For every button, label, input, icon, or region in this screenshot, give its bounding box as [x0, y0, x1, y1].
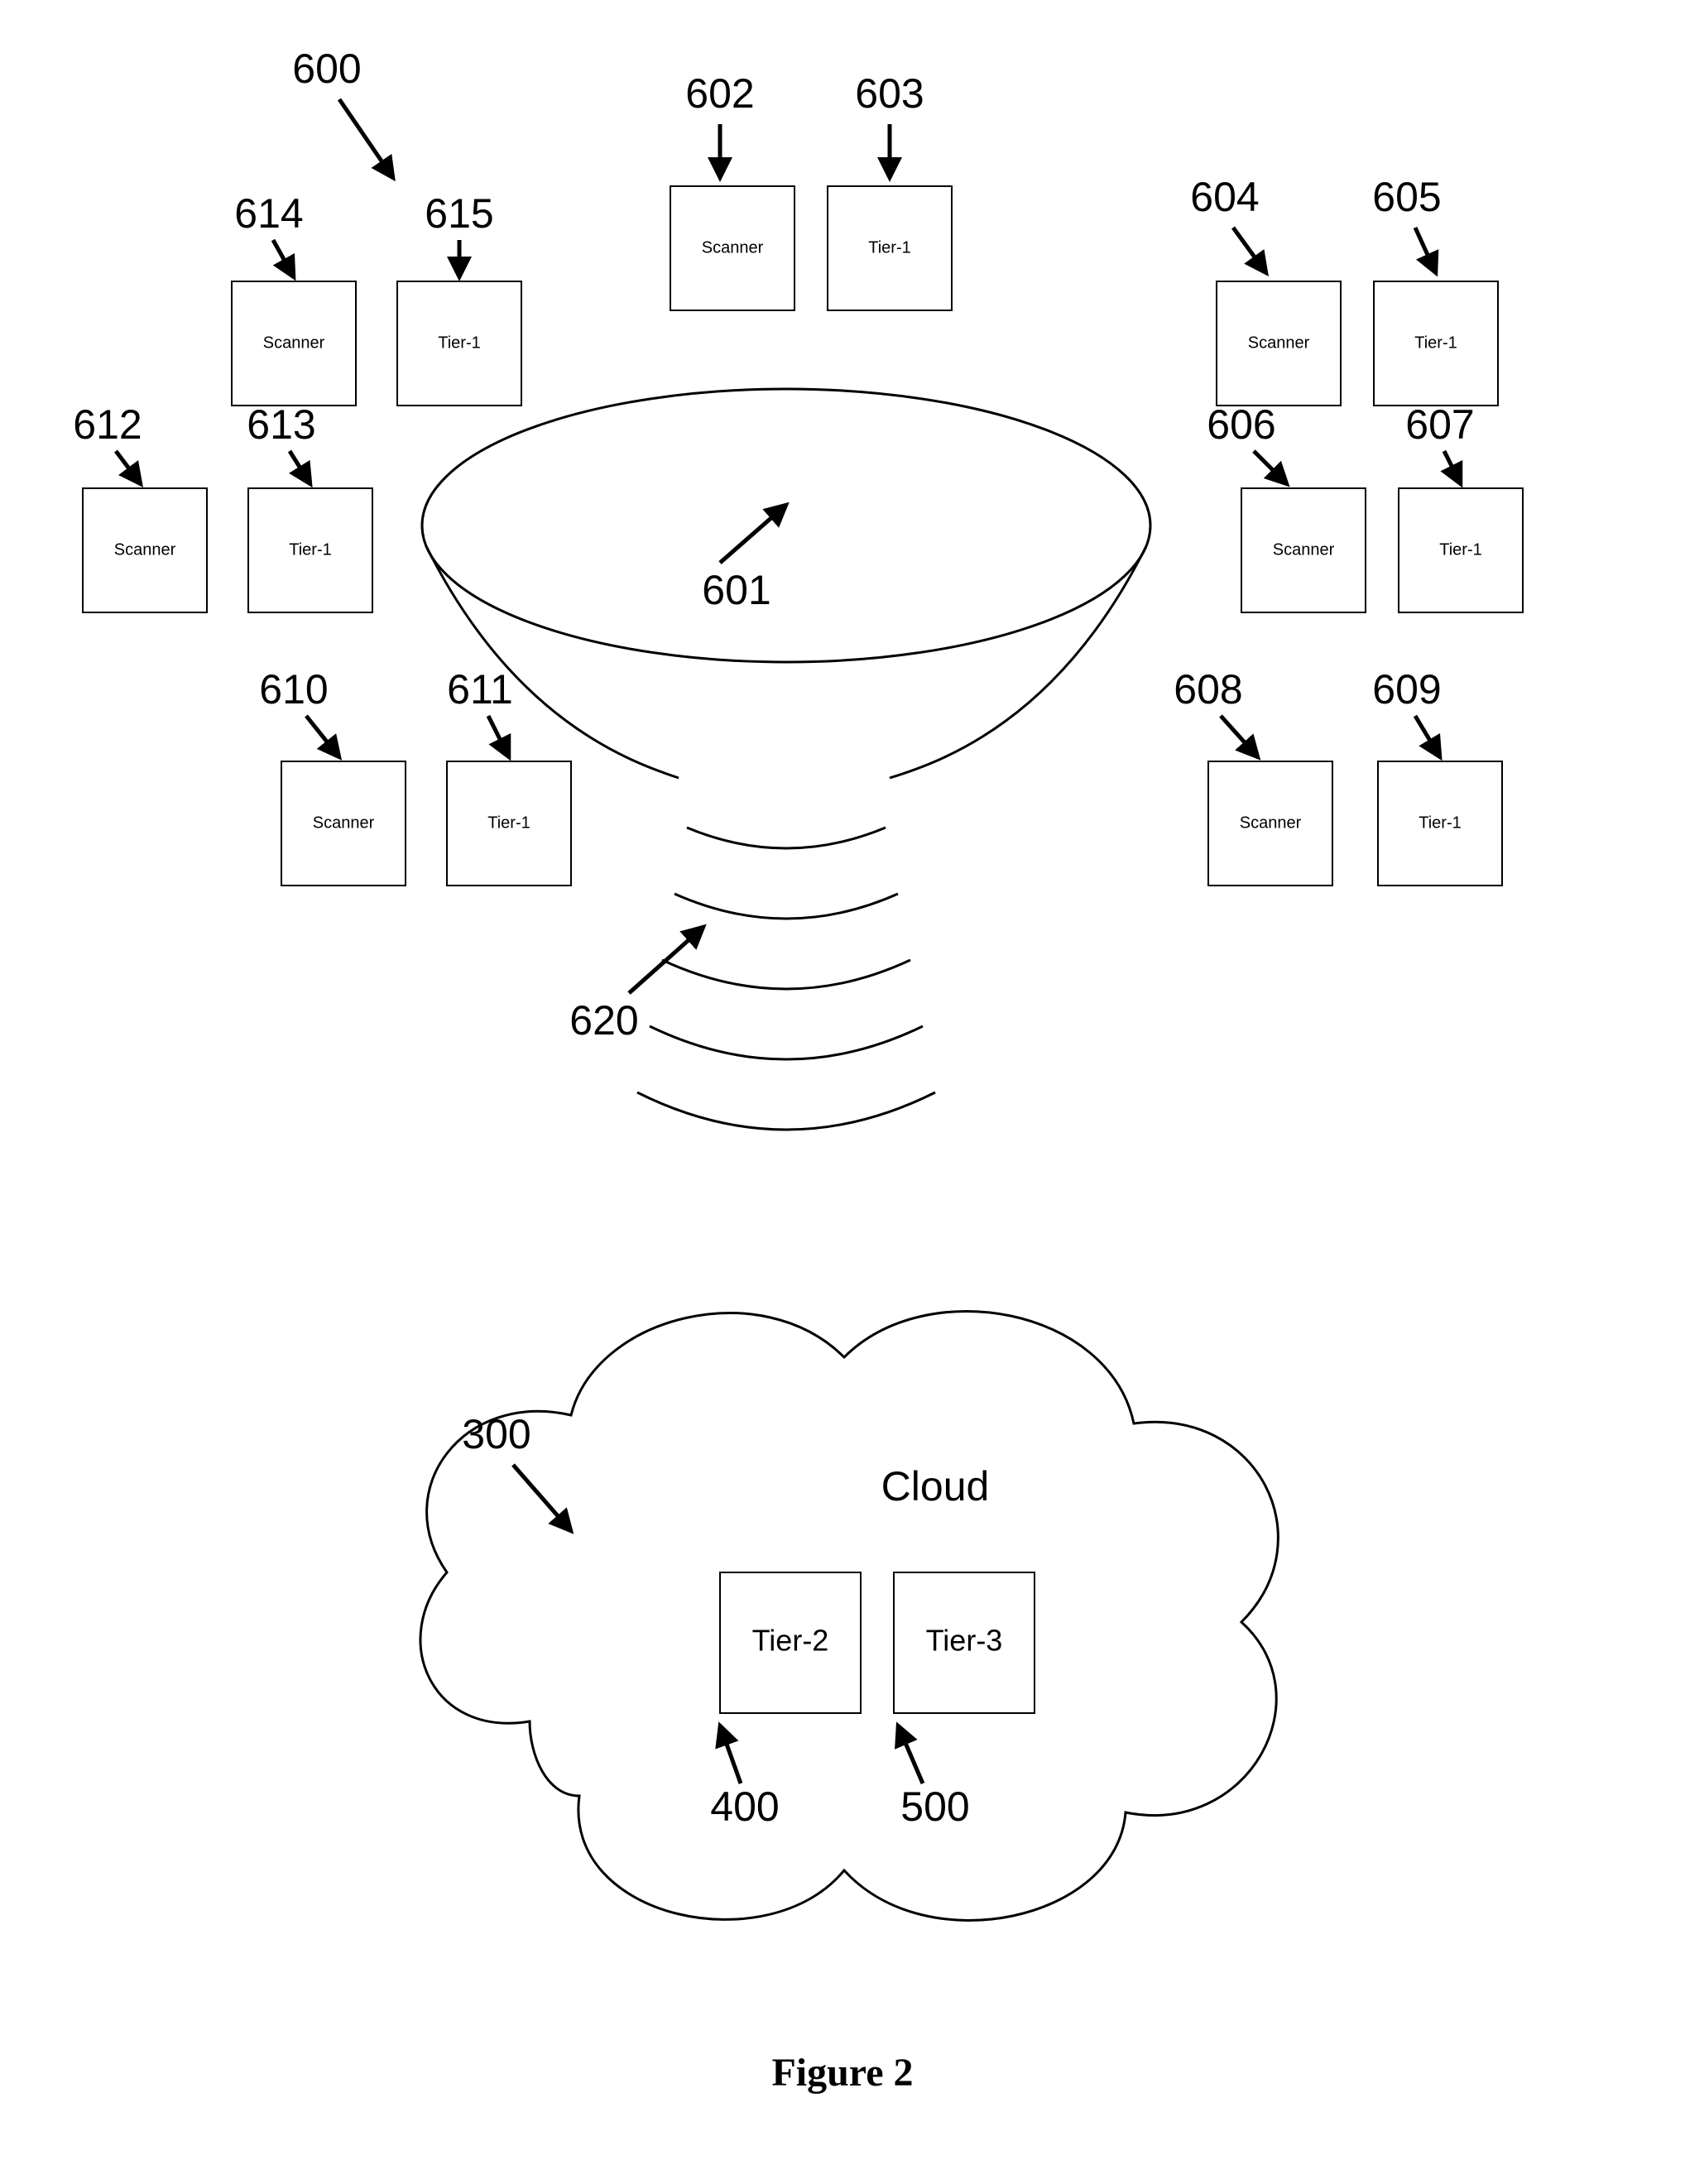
box-602: Scanner	[670, 186, 794, 310]
box-612: Scanner	[83, 488, 207, 612]
ref-608: 608	[1174, 666, 1258, 757]
ref-620: 620	[569, 927, 703, 1044]
tier2-box: Tier-2	[720, 1572, 861, 1713]
ref-615: 615	[425, 190, 493, 277]
ref-604: 604	[1190, 174, 1266, 273]
ref-607: 607	[1405, 401, 1474, 484]
ref-612: 612	[73, 401, 142, 484]
svg-text:601: 601	[702, 567, 770, 613]
svg-text:300: 300	[462, 1411, 530, 1457]
box-611: Tier-1	[447, 761, 571, 886]
tornado-waves	[637, 828, 935, 1130]
ref-609: 609	[1372, 666, 1441, 757]
svg-text:Tier-1: Tier-1	[438, 334, 480, 352]
box-604: Scanner	[1217, 281, 1341, 406]
ref-300: 300	[462, 1411, 571, 1531]
figure-caption: Figure 2	[771, 2051, 913, 2095]
box-605: Tier-1	[1374, 281, 1498, 406]
svg-text:602: 602	[685, 70, 754, 117]
svg-text:Tier-1: Tier-1	[1419, 814, 1461, 832]
svg-text:610: 610	[259, 666, 328, 713]
tier3-label: Tier-3	[926, 1624, 1003, 1658]
svg-text:620: 620	[569, 997, 638, 1044]
svg-text:Scanner: Scanner	[313, 814, 375, 832]
ref-500: 500	[898, 1726, 970, 1830]
svg-text:607: 607	[1405, 401, 1474, 448]
box-615: Tier-1	[397, 281, 521, 406]
box-609: Tier-1	[1378, 761, 1502, 886]
ref-611: 611	[447, 666, 513, 757]
svg-text:615: 615	[425, 190, 493, 237]
svg-text:604: 604	[1190, 174, 1259, 220]
tier2-label: Tier-2	[752, 1624, 829, 1658]
ref-603: 603	[855, 70, 924, 178]
svg-text:Tier-1: Tier-1	[289, 540, 331, 559]
ref-613: 613	[247, 401, 315, 484]
svg-text:611: 611	[447, 666, 513, 713]
svg-text:Tier-1: Tier-1	[868, 238, 910, 257]
svg-text:Scanner: Scanner	[1240, 814, 1302, 832]
svg-text:609: 609	[1372, 666, 1441, 713]
ref-606: 606	[1207, 401, 1287, 484]
ref-600: 600	[292, 46, 393, 178]
box-603: Tier-1	[828, 186, 952, 310]
svg-text:Scanner: Scanner	[114, 540, 176, 559]
svg-text:606: 606	[1207, 401, 1275, 448]
ref-601: 601	[702, 505, 786, 613]
svg-text:612: 612	[73, 401, 142, 448]
svg-text:Scanner: Scanner	[263, 334, 325, 352]
svg-text:Tier-1: Tier-1	[487, 814, 530, 832]
box-606: Scanner	[1241, 488, 1366, 612]
svg-text:400: 400	[710, 1783, 779, 1830]
diagram-canvas: Cloud Tier-2 Tier-3 300 400 500 601	[0, 0, 1685, 2184]
svg-text:Tier-1: Tier-1	[1414, 334, 1457, 352]
tornado-top-ellipse	[422, 389, 1150, 662]
box-613: Tier-1	[248, 488, 372, 612]
svg-text:600: 600	[292, 46, 361, 92]
svg-text:608: 608	[1174, 666, 1242, 713]
svg-text:Scanner: Scanner	[1273, 540, 1335, 559]
svg-text:Scanner: Scanner	[1248, 334, 1310, 352]
svg-text:605: 605	[1372, 174, 1441, 220]
ref-605: 605	[1372, 174, 1441, 273]
box-610: Scanner	[281, 761, 406, 886]
cloud-label: Cloud	[881, 1463, 990, 1510]
ref-400: 400	[710, 1726, 779, 1830]
box-608: Scanner	[1208, 761, 1332, 886]
tier3-box: Tier-3	[894, 1572, 1035, 1713]
svg-text:Tier-1: Tier-1	[1439, 540, 1481, 559]
svg-text:613: 613	[247, 401, 315, 448]
svg-text:603: 603	[855, 70, 924, 117]
ref-610: 610	[259, 666, 339, 757]
ref-602: 602	[685, 70, 754, 178]
svg-text:500: 500	[900, 1783, 969, 1830]
box-607: Tier-1	[1399, 488, 1523, 612]
svg-text:Scanner: Scanner	[702, 238, 764, 257]
svg-text:614: 614	[234, 190, 303, 237]
box-614: Scanner	[232, 281, 356, 406]
ref-614: 614	[234, 190, 303, 277]
